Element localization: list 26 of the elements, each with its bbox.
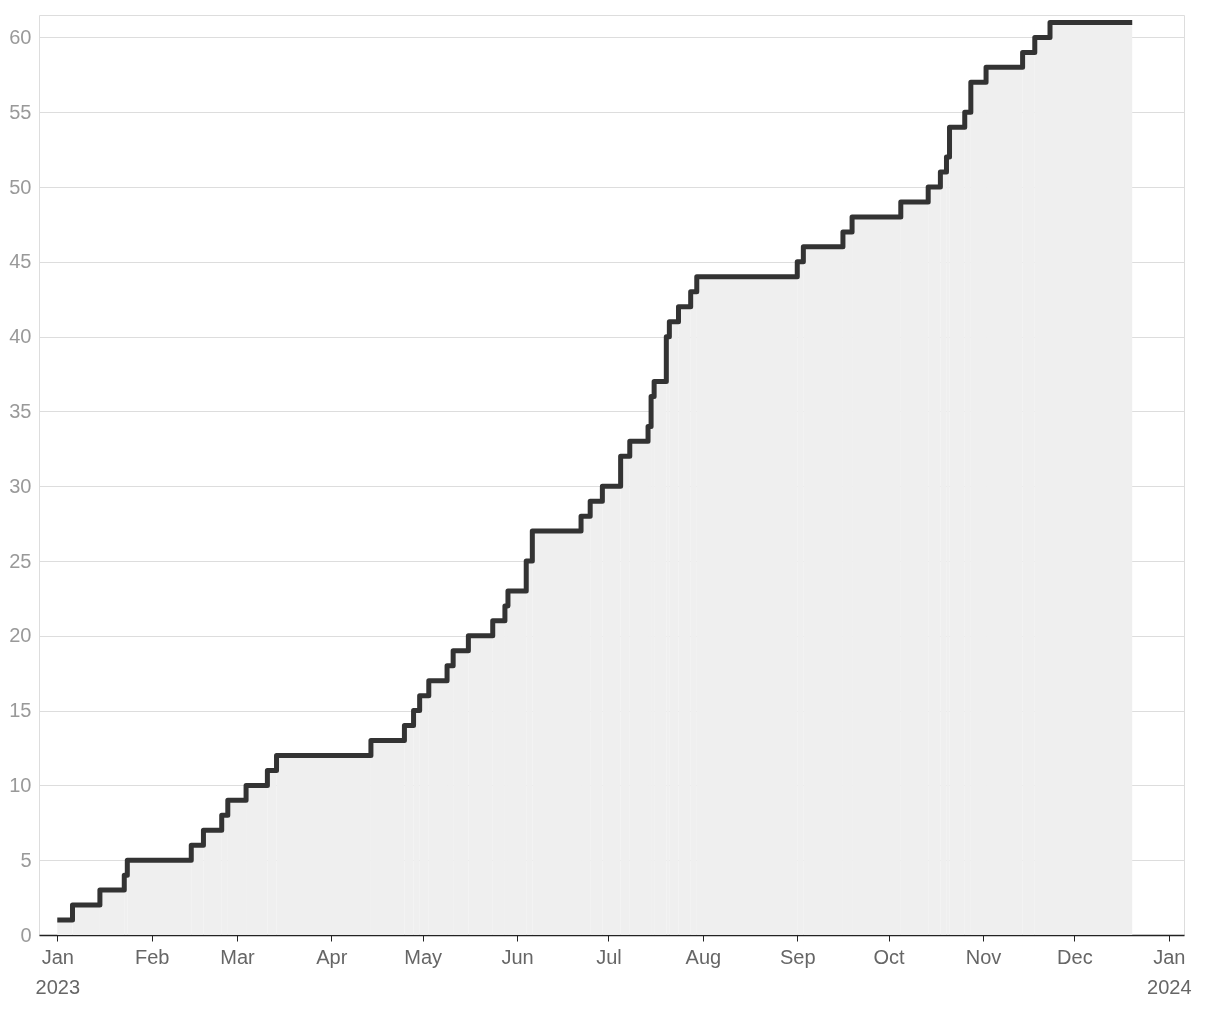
x-tick-label: Dec: [1057, 945, 1093, 968]
x-tick-label: Aug: [685, 945, 722, 968]
y-tick-label: 10: [9, 773, 32, 796]
x-tick-label: Jan 2023: [35, 945, 81, 998]
x-tick-label: Mar: [220, 945, 255, 968]
x-tick-label: Feb: [134, 945, 170, 968]
x-tick-label: Nov: [965, 945, 1002, 968]
x-tick-label: Jan 2024: [1147, 945, 1192, 998]
x-tick-label: Jun: [501, 945, 534, 968]
x-tick-label: May: [404, 945, 443, 968]
y-tick-label: 35: [9, 399, 32, 422]
x-tick-label: Sep: [779, 945, 816, 968]
y-tick-label: 0: [20, 923, 32, 946]
x-tick-label: Jul: [596, 945, 622, 968]
y-tick-label: 55: [9, 100, 32, 123]
y-tick-label: 20: [9, 624, 32, 647]
y-tick-label: 45: [9, 250, 32, 273]
y-tick-label: 50: [9, 175, 32, 198]
x-tick-label: Oct: [873, 945, 906, 968]
y-tick-label: 30: [9, 474, 32, 497]
y-tick-label: 25: [9, 549, 32, 572]
y-tick-label: 5: [20, 848, 32, 871]
y-tick-label: 60: [9, 25, 32, 48]
x-tick-label: Apr: [316, 945, 348, 968]
y-tick-label: 40: [9, 325, 32, 348]
y-tick-label: 15: [9, 699, 32, 722]
